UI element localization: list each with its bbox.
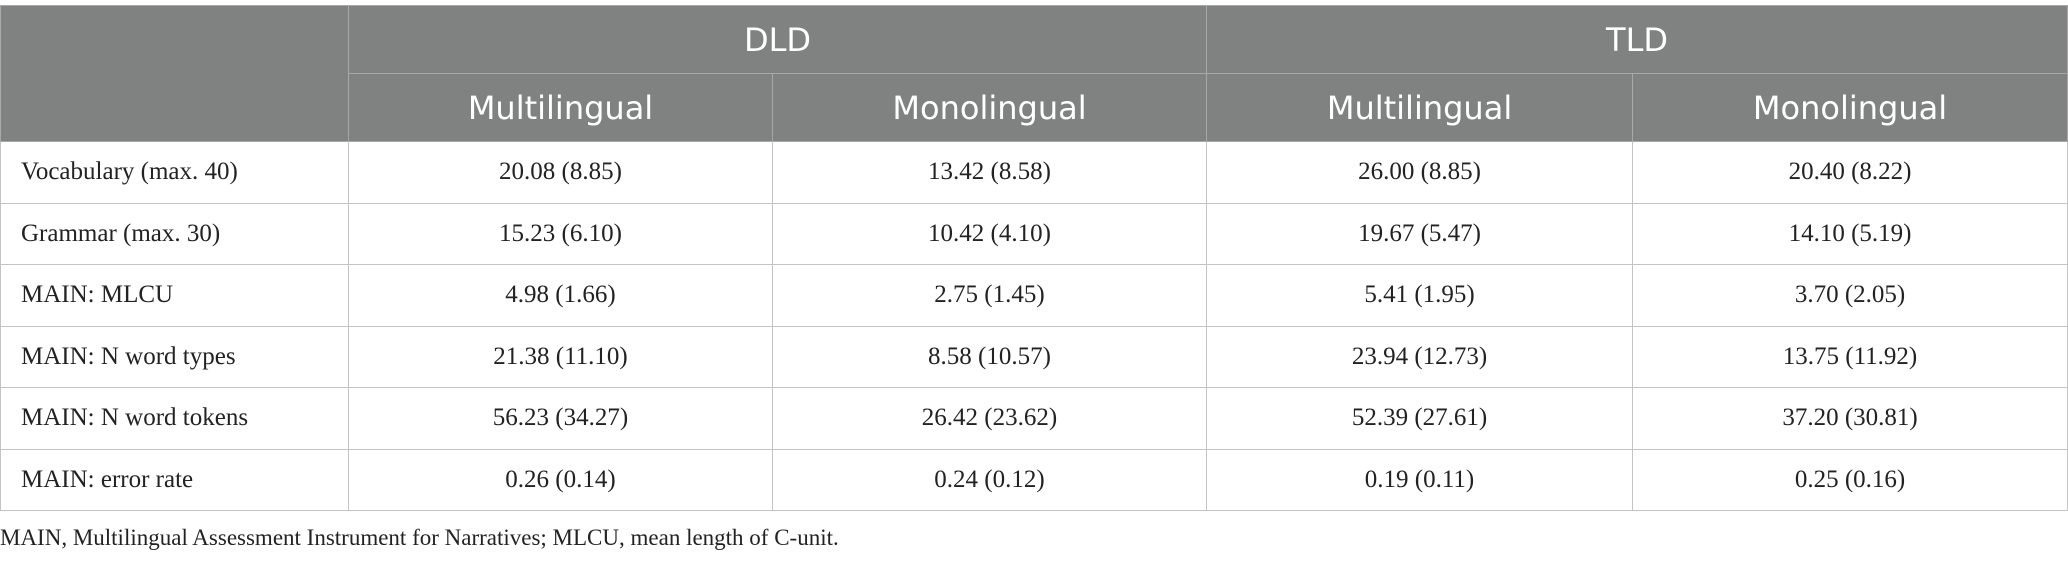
row-label: Grammar (max. 30) xyxy=(0,202,349,265)
cell: 3.70 (2.05) xyxy=(1632,264,2068,327)
cell: 26.42 (23.62) xyxy=(771,387,1208,450)
cell: 4.98 (1.66) xyxy=(348,264,773,327)
cell: 5.41 (1.95) xyxy=(1206,264,1634,327)
cell: 2.75 (1.45) xyxy=(771,264,1208,327)
cell: 0.25 (0.16) xyxy=(1632,448,2068,511)
data-table: DLD TLD Multilingual Monolingual Multiling… xyxy=(0,5,2068,511)
cell: 26.00 (8.85) xyxy=(1206,141,1634,204)
cell: 8.58 (10.57) xyxy=(771,325,1208,388)
cell: 56.23 (34.27) xyxy=(348,387,773,450)
cell: 14.10 (5.19) xyxy=(1632,202,2068,265)
row-label: MAIN: error rate xyxy=(0,448,349,511)
cell: 0.24 (0.12) xyxy=(771,448,1208,511)
cell: 13.42 (8.58) xyxy=(771,141,1208,204)
cell: 20.08 (8.85) xyxy=(348,141,773,204)
cell: 0.19 (0.11) xyxy=(1206,448,1634,511)
table-row: MAIN: N word types 21.38 (11.10) 8.58 (10.… xyxy=(0,325,2068,388)
table-row: MAIN: MLCU 4.98 (1.66) 2.75 (1.45) 5.41 (1.… xyxy=(0,264,2068,327)
sub-header: Multilingual xyxy=(1206,73,1634,142)
cell: 20.40 (8.22) xyxy=(1632,141,2068,204)
sub-header: Multilingual xyxy=(348,73,773,142)
table-row: Grammar (max. 30) 15.23 (6.10) 10.42 (4.10… xyxy=(0,202,2068,265)
table-row: Vocabulary (max. 40) 20.08 (8.85) 13.42 (8… xyxy=(0,141,2068,204)
group-header: DLD xyxy=(347,5,1208,74)
table-row: MAIN: N word tokens 56.23 (34.27) 26.42 (2… xyxy=(0,387,2068,450)
cell: 21.38 (11.10) xyxy=(348,325,773,388)
corner-cell xyxy=(0,5,349,142)
row-label: MAIN: N word tokens xyxy=(0,387,349,450)
row-label: MAIN: N word types xyxy=(0,325,349,388)
cell: 15.23 (6.10) xyxy=(348,202,773,265)
cell: 19.67 (5.47) xyxy=(1206,202,1634,265)
footnote: MAIN, Multilingual Assessment Instrument… xyxy=(0,525,839,550)
sub-header: Monolingual xyxy=(771,73,1208,142)
group-header: TLD xyxy=(1206,5,2068,74)
cell: 13.75 (11.92) xyxy=(1632,325,2068,388)
cell: 0.26 (0.14) xyxy=(348,448,773,511)
sub-header: Monolingual xyxy=(1632,73,2068,142)
row-label: MAIN: MLCU xyxy=(0,264,349,327)
table-row: MAIN: error rate 0.26 (0.14) 0.24 (0.12) 0.… xyxy=(0,448,2068,511)
cell: 23.94 (12.73) xyxy=(1206,325,1634,388)
cell: 52.39 (27.61) xyxy=(1206,387,1634,450)
cell: 37.20 (30.81) xyxy=(1632,387,2068,450)
cell: 10.42 (4.10) xyxy=(771,202,1208,265)
row-label: Vocabulary (max. 40) xyxy=(0,141,349,204)
